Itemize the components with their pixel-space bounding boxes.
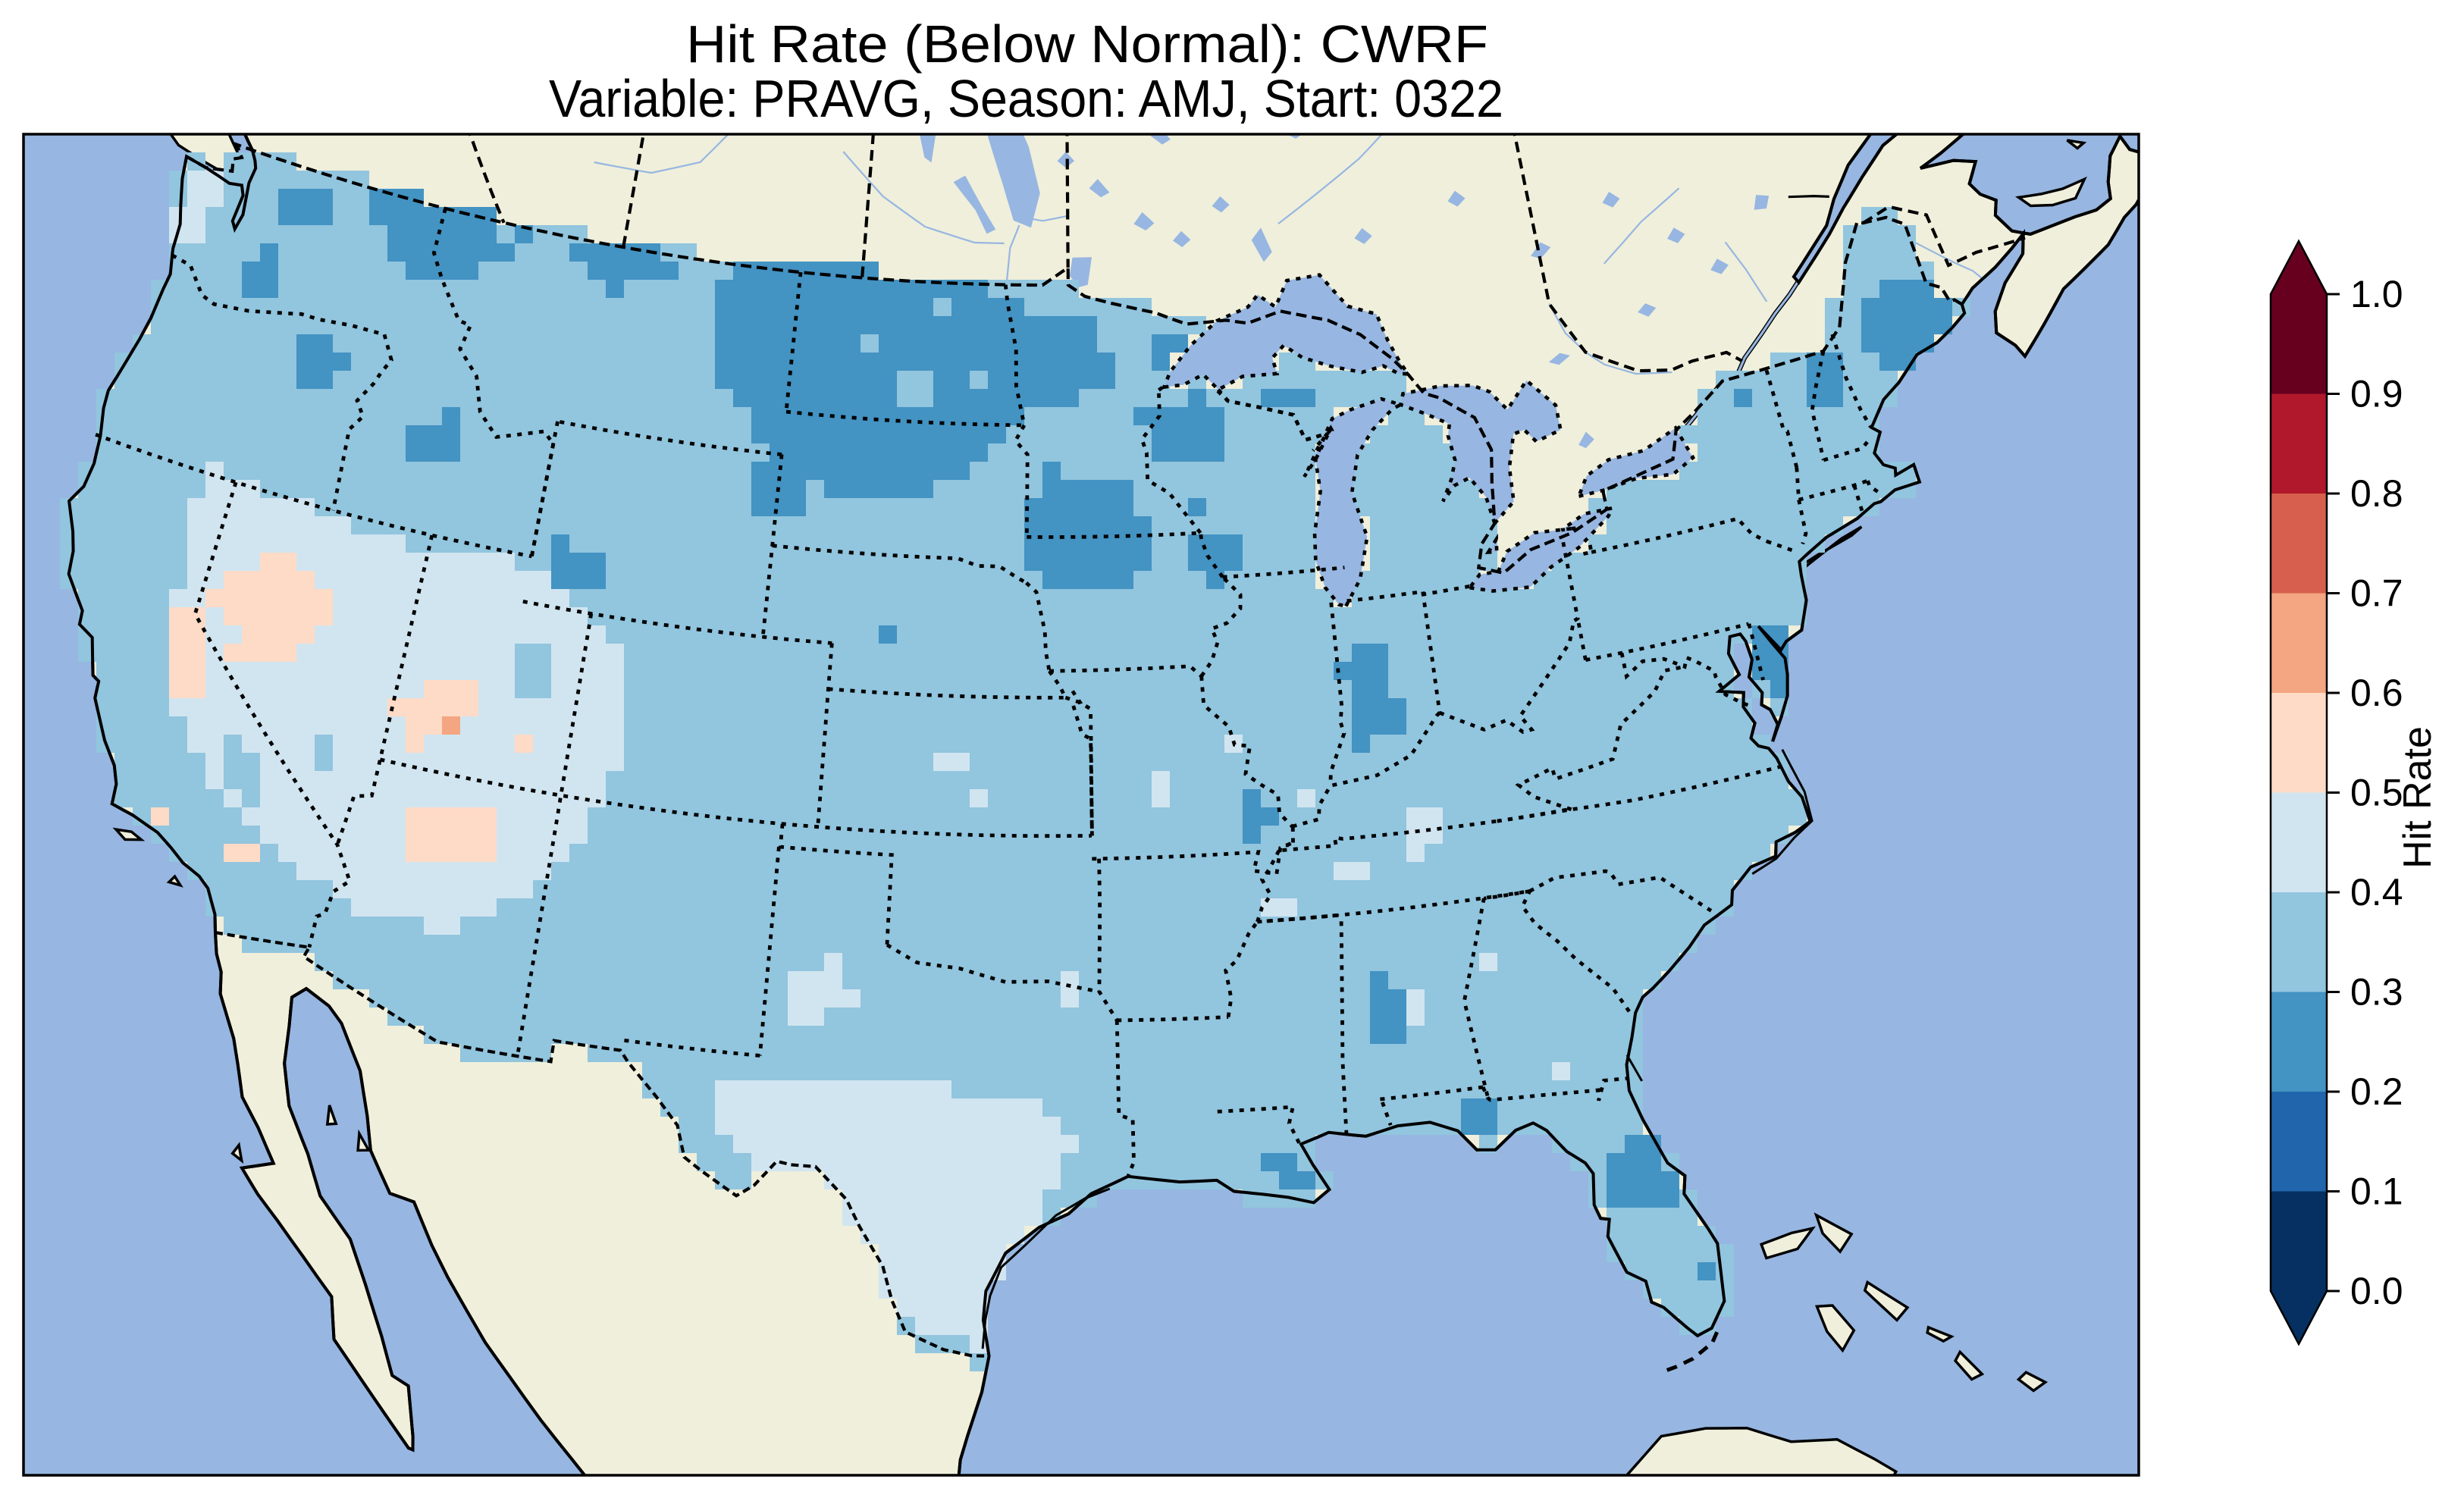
svg-text:1.0: 1.0 xyxy=(2350,273,2403,315)
svg-text:Variable: PRAVG, Season: AMJ,: Variable: PRAVG, Season: AMJ, Start: 032… xyxy=(549,69,1503,128)
svg-text:0.0: 0.0 xyxy=(2350,1270,2403,1312)
svg-text:0.8: 0.8 xyxy=(2350,472,2403,515)
svg-text:0.3: 0.3 xyxy=(2350,971,2403,1014)
svg-text:0.9: 0.9 xyxy=(2350,373,2403,415)
svg-text:0.6: 0.6 xyxy=(2350,672,2403,714)
svg-text:0.4: 0.4 xyxy=(2350,871,2403,914)
svg-text:0.5: 0.5 xyxy=(2350,772,2403,814)
svg-text:Hit Rate (Below Normal): CWRF: Hit Rate (Below Normal): CWRF xyxy=(686,14,1488,74)
svg-text:0.2: 0.2 xyxy=(2350,1070,2403,1113)
svg-text:0.7: 0.7 xyxy=(2350,572,2403,615)
svg-text:Hit Rate: Hit Rate xyxy=(2396,726,2440,869)
svg-text:0.1: 0.1 xyxy=(2350,1171,2403,1213)
